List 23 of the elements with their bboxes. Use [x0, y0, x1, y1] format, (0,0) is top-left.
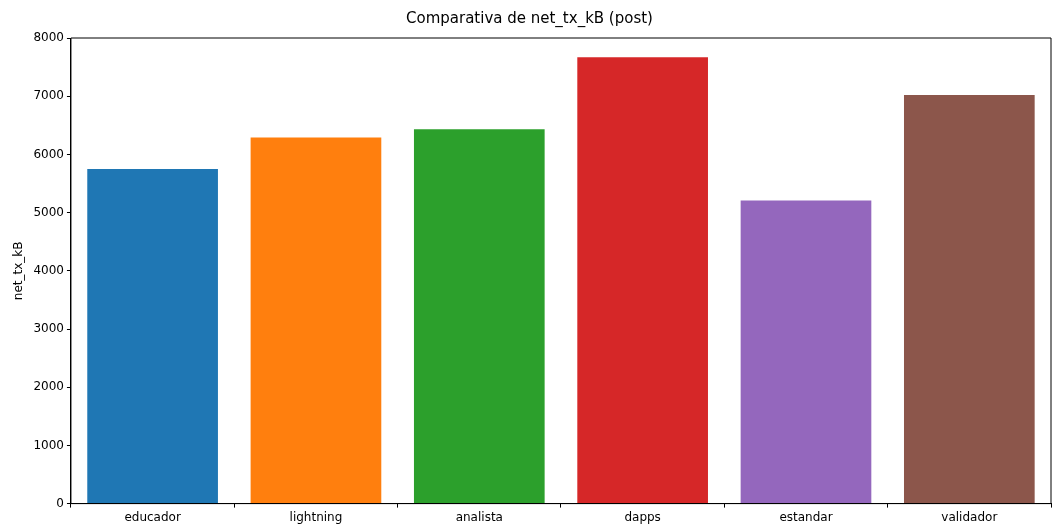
- y-axis-title: net_tx_kB: [11, 241, 26, 301]
- bar: [577, 57, 708, 504]
- x-tick-label: lightning: [289, 509, 343, 524]
- y-tick-label: 6000: [33, 146, 64, 161]
- bar: [250, 137, 382, 504]
- bar: [413, 129, 545, 504]
- y-tick-label: 5000: [33, 204, 64, 219]
- bar: [903, 95, 1035, 504]
- x-tick-label: validador: [941, 509, 998, 524]
- y-tick-label: 1000: [33, 437, 64, 452]
- y-tick-label: 0: [56, 495, 64, 510]
- x-tick-label: dapps: [624, 509, 661, 524]
- y-tick-label: 8000: [33, 30, 64, 45]
- x-tick-label: estandar: [779, 509, 833, 524]
- bar: [87, 168, 218, 504]
- x-tick-label: analista: [455, 509, 503, 524]
- y-tick-label: 4000: [33, 262, 64, 277]
- x-tick-label: educador: [124, 509, 181, 524]
- y-tick-label: 3000: [33, 321, 64, 336]
- bar: [740, 200, 872, 504]
- y-tick-label: 2000: [33, 379, 64, 394]
- chart-title: Comparativa de net_tx_kB (post): [406, 8, 653, 28]
- y-tick-label: 7000: [33, 88, 64, 103]
